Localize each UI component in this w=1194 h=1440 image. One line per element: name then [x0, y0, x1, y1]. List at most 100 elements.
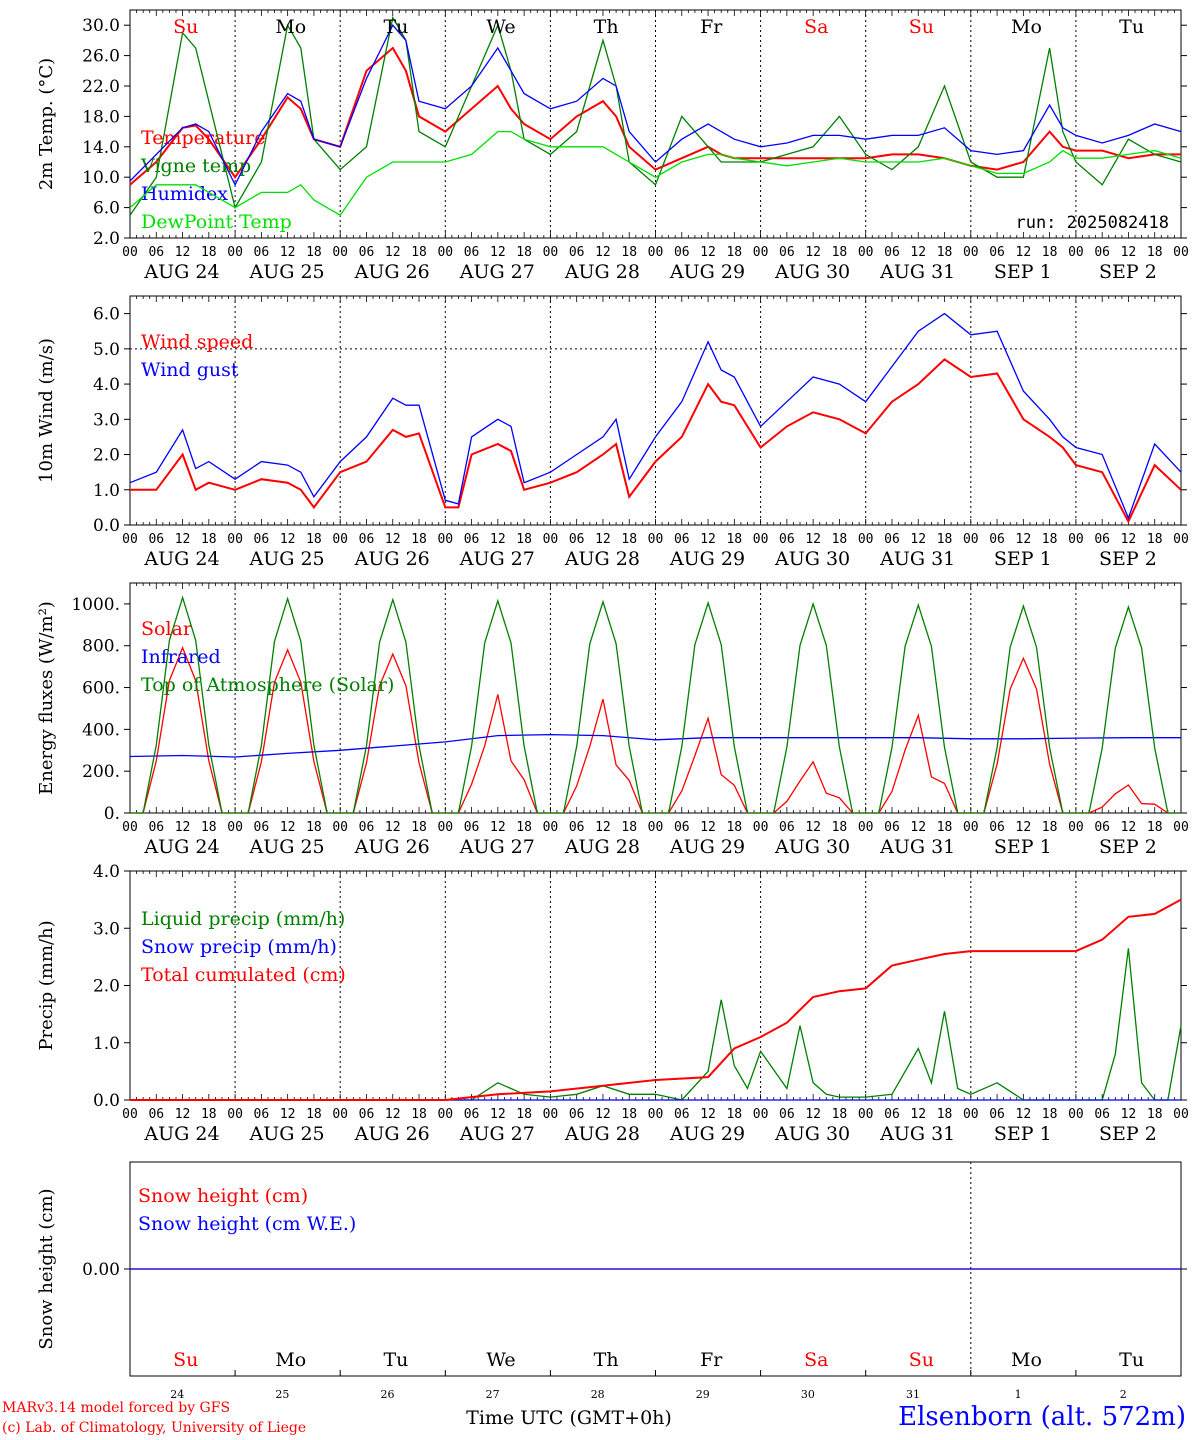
- hour-tick-label: 12: [910, 532, 926, 547]
- hour-tick-label: 12: [700, 820, 716, 835]
- hour-tick-label: 12: [805, 1107, 821, 1122]
- hour-tick-label: 06: [464, 1107, 480, 1122]
- hour-tick-label: 12: [385, 532, 401, 547]
- hour-tick-label: 00: [543, 245, 559, 260]
- snow-weekday-label: Tu: [383, 1349, 408, 1371]
- hour-tick-label: 00: [227, 820, 243, 835]
- hour-tick-label: 00: [227, 532, 243, 547]
- date-label: AUG 30: [774, 261, 850, 283]
- legend-solar: Solar: [141, 618, 193, 640]
- date-label: AUG 31: [879, 548, 955, 570]
- hour-tick-label: 18: [516, 820, 532, 835]
- hour-tick-label: 18: [516, 1107, 532, 1122]
- date-label: AUG 26: [354, 1123, 430, 1145]
- day-number-label: 31: [906, 1388, 920, 1401]
- hour-tick-label: 12: [805, 820, 821, 835]
- hour-tick-label: 18: [832, 820, 848, 835]
- hour-tick-label: 12: [385, 820, 401, 835]
- date-label: AUG 27: [459, 548, 535, 570]
- series-vigne-temp-line: [129, 15, 1182, 216]
- date-label: AUG 30: [774, 836, 850, 858]
- hour-tick-label: 12: [700, 245, 716, 260]
- hour-tick-label: 06: [254, 1107, 270, 1122]
- hour-tick-label: 06: [989, 1107, 1005, 1122]
- hour-tick-label: 00: [858, 532, 874, 547]
- series-infrared-line: [129, 733, 1181, 758]
- date-label: AUG 29: [669, 548, 745, 570]
- hour-tick-label: 00: [963, 245, 979, 260]
- date-label: AUG 25: [249, 261, 325, 283]
- weekday-header: Su: [173, 16, 198, 38]
- hour-tick-label: 00: [1068, 1107, 1084, 1122]
- hour-tick-label: 18: [411, 245, 427, 260]
- hour-tick-label: 12: [490, 820, 506, 835]
- hour-tick-label: 00: [648, 532, 664, 547]
- hour-tick-label: 06: [254, 532, 270, 547]
- hour-tick-label: 18: [726, 532, 742, 547]
- hour-tick-label: 06: [464, 532, 480, 547]
- date-label: AUG 27: [459, 261, 535, 283]
- legend-wind-speed: Wind speed: [141, 331, 253, 353]
- y-tick-label: 30.0: [82, 16, 120, 36]
- hour-tick-label: 12: [1121, 245, 1137, 260]
- date-label: AUG 24: [143, 836, 219, 858]
- hour-tick-label: 00: [1173, 820, 1189, 835]
- hour-tick-label: 12: [385, 1107, 401, 1122]
- y-tick-label: 22.0: [82, 77, 120, 97]
- hour-tick-label: 00: [437, 1107, 453, 1122]
- legend-wind-gust: Wind gust: [141, 359, 239, 381]
- y-axis-label: 2m Temp. (°C): [36, 58, 57, 190]
- y-tick-label: 14.0: [82, 138, 120, 158]
- date-label: AUG 24: [143, 1123, 219, 1145]
- y-tick-label: 6.0: [93, 199, 120, 219]
- day-number-label: 1: [1015, 1388, 1022, 1401]
- hour-tick-label: 06: [1094, 245, 1110, 260]
- date-label: AUG 26: [354, 548, 430, 570]
- hour-tick-label: 18: [937, 245, 953, 260]
- hour-tick-label: 06: [148, 1107, 164, 1122]
- hour-tick-label: 00: [122, 1107, 138, 1122]
- y-tick-label: 1.0: [93, 481, 120, 501]
- hour-tick-label: 12: [1121, 532, 1137, 547]
- hour-tick-label: 00: [1173, 245, 1189, 260]
- snow-weekday-label: Mo: [1011, 1349, 1042, 1371]
- run-annotation: run: 2025082418: [1015, 213, 1169, 233]
- hour-tick-label: 18: [201, 1107, 217, 1122]
- hour-tick-label: 12: [700, 532, 716, 547]
- hour-tick-label: 00: [122, 245, 138, 260]
- y-tick-label: 4.0: [93, 375, 120, 395]
- date-label: AUG 28: [564, 1123, 640, 1145]
- hour-tick-label: 00: [543, 1107, 559, 1122]
- hour-tick-label: 06: [884, 1107, 900, 1122]
- hour-tick-label: 06: [359, 245, 375, 260]
- hour-tick-label: 06: [989, 532, 1005, 547]
- hour-tick-label: 12: [490, 532, 506, 547]
- hour-tick-label: 00: [753, 532, 769, 547]
- y-tick-label: 3.0: [93, 410, 120, 430]
- hour-tick-label: 00: [332, 245, 348, 260]
- hour-tick-label: 00: [437, 532, 453, 547]
- model-credit: MARv3.14 model forced by GFS: [2, 1400, 231, 1416]
- series-temperature-line: [129, 46, 1181, 186]
- hour-tick-label: 06: [569, 1107, 585, 1122]
- hour-tick-label: 12: [280, 820, 296, 835]
- date-label: AUG 27: [459, 1123, 535, 1145]
- snow-weekday-label: Th: [594, 1349, 619, 1371]
- hour-tick-label: 06: [148, 820, 164, 835]
- date-label: AUG 27: [459, 836, 535, 858]
- legend-vigne-temp: Vigne temp: [140, 155, 251, 177]
- hour-tick-label: 18: [1042, 1107, 1058, 1122]
- hour-tick-label: 00: [963, 1107, 979, 1122]
- legend-humidex: Humidex: [141, 183, 228, 205]
- hour-tick-label: 06: [779, 1107, 795, 1122]
- weekday-header: Tu: [1119, 16, 1144, 38]
- hour-tick-label: 18: [1147, 820, 1163, 835]
- hour-tick-label: 00: [963, 532, 979, 547]
- hour-tick-label: 18: [1042, 532, 1058, 547]
- day-number-label: 25: [275, 1388, 289, 1401]
- y-tick-label: 26.0: [82, 47, 120, 67]
- date-label: AUG 26: [354, 836, 430, 858]
- hour-tick-label: 06: [1094, 820, 1110, 835]
- hour-tick-label: 00: [648, 820, 664, 835]
